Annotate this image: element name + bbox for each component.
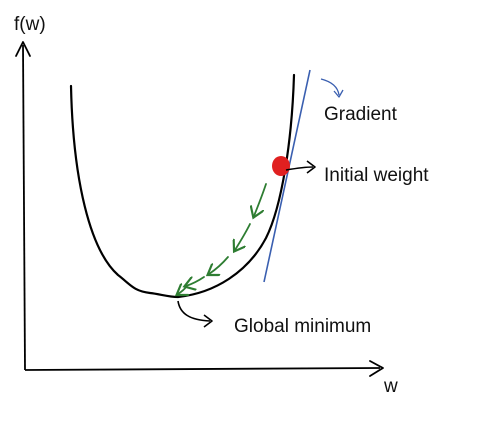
descent-step [209, 256, 229, 274]
axes [15, 41, 384, 377]
initial-weight-label: Initial weight [324, 165, 429, 186]
x-axis-arrowhead [369, 360, 384, 377]
tangent-line [263, 69, 311, 283]
x-axis-line [24, 367, 381, 371]
global-minimum-label: Global minimum [234, 316, 371, 337]
y-axis-line [22, 44, 26, 371]
gradient-pointer-arrow [320, 78, 340, 96]
loss-curve [69, 73, 296, 299]
initial-weight-pointer-head [306, 160, 316, 174]
descent-step [254, 183, 267, 216]
y-axis-arrowhead [15, 41, 31, 57]
initial-weight-point [272, 156, 290, 176]
y-axis-label: f(w) [14, 14, 46, 35]
gradient-pointer-arrowhead [333, 89, 344, 98]
descent-step [178, 287, 186, 294]
global-minimum-pointer-head [203, 314, 213, 328]
initial-weight-pointer [285, 166, 314, 171]
descent-step [235, 223, 251, 250]
gradient-label: Gradient [324, 104, 398, 125]
descent-step [186, 276, 205, 286]
descent-steps [178, 183, 267, 294]
global-minimum-pointer [177, 300, 211, 322]
x-axis-label: w [383, 376, 398, 397]
